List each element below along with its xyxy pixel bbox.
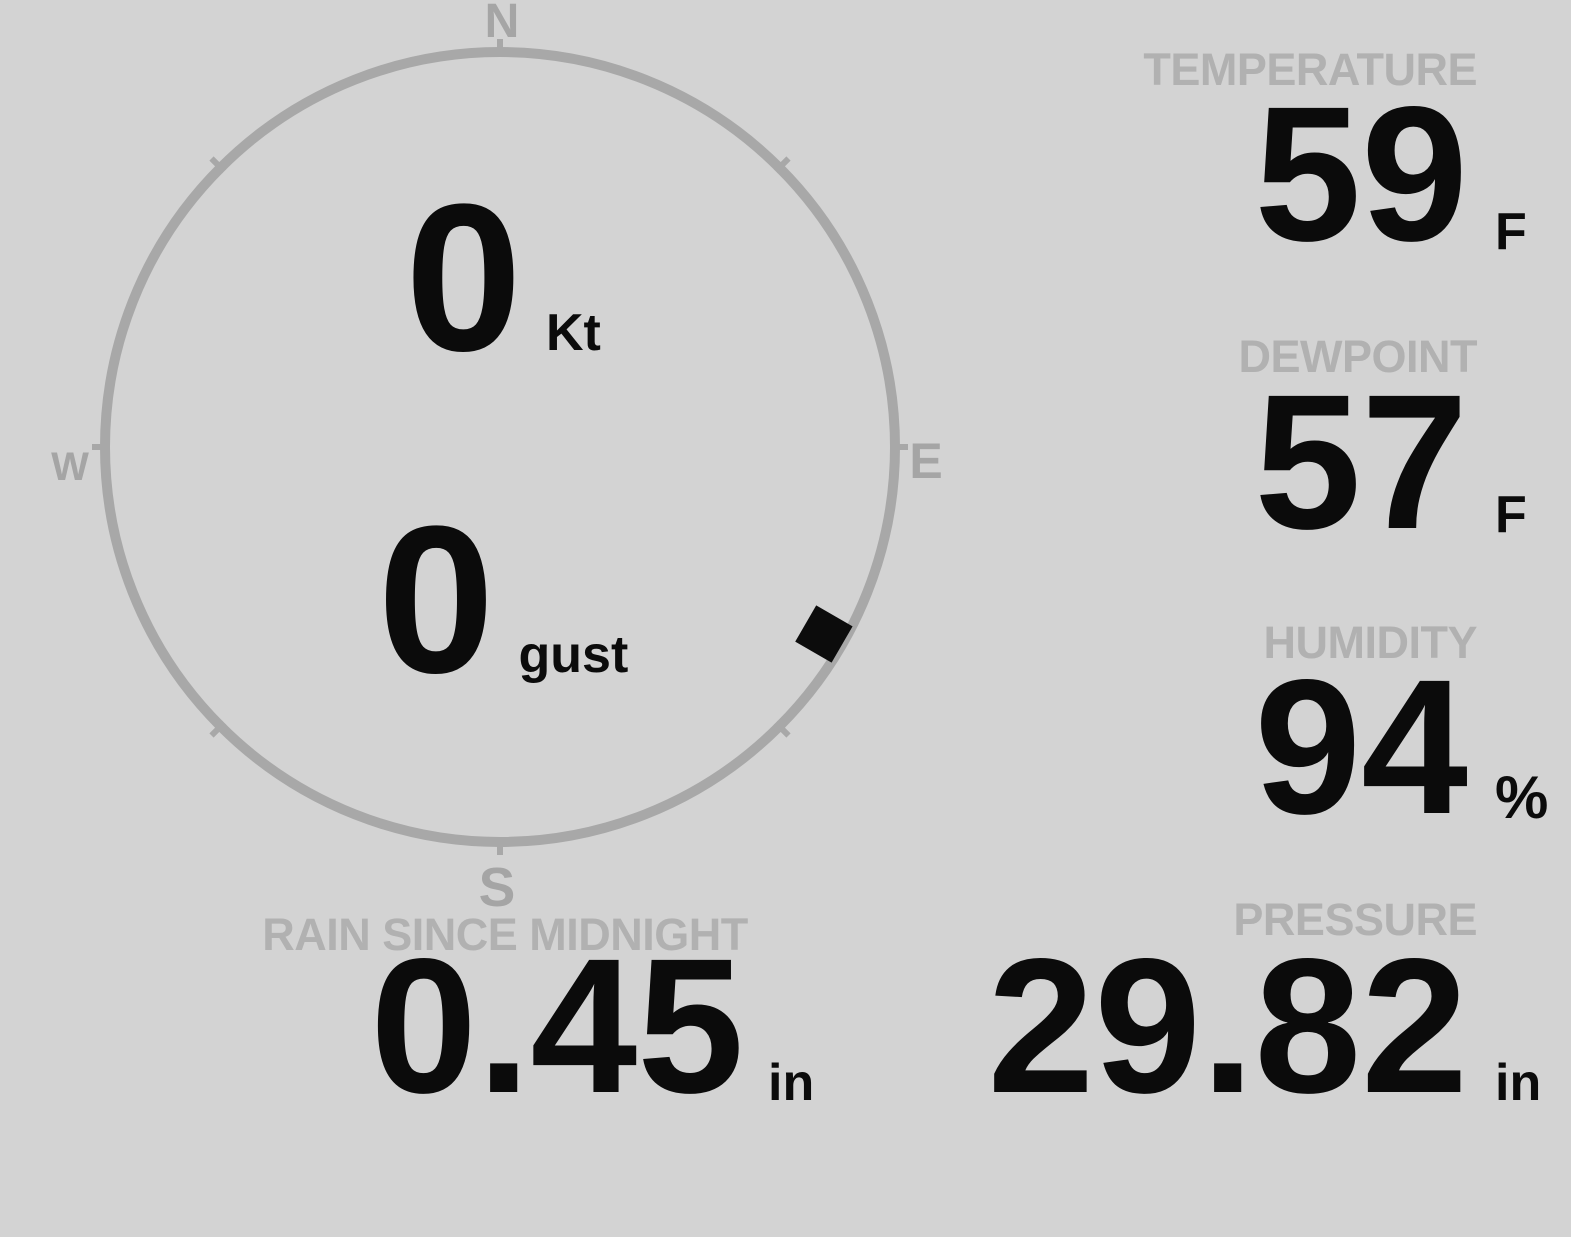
- rain-since-midnight-label: RAIN SINCE MIDNIGHT: [262, 909, 748, 960]
- temperature-value: 59: [1254, 66, 1468, 281]
- humidity-value: 94: [1254, 639, 1468, 854]
- wind-gust-readout: 0 gust: [253, 495, 753, 705]
- compass-label-west: W: [51, 445, 89, 489]
- wind-speed-unit: Kt: [545, 304, 601, 362]
- wind-gust-unit: gust: [518, 626, 629, 684]
- compass-label-east: E: [909, 433, 943, 489]
- dewpoint-label: DEWPOINT: [1238, 331, 1478, 382]
- dewpoint-value: 57: [1254, 354, 1468, 569]
- wind-gust-value: 0: [377, 482, 495, 717]
- compass-label-north: N: [484, 0, 520, 48]
- wind-speed-readout: 0 Kt: [253, 173, 753, 383]
- humidity-unit: %: [1495, 764, 1549, 831]
- pressure-label: PRESSURE: [1233, 894, 1477, 945]
- rain-since-midnight-unit: in: [768, 1054, 815, 1112]
- temperature-unit: F: [1495, 203, 1527, 261]
- humidity-label: HUMIDITY: [1263, 617, 1478, 668]
- dewpoint-unit: F: [1495, 486, 1527, 544]
- wind-direction-marker: [795, 605, 853, 663]
- pressure-unit: in: [1495, 1054, 1542, 1112]
- pressure-value: 29.82: [987, 918, 1468, 1133]
- temperature-label: TEMPERATURE: [1143, 44, 1477, 95]
- wind-speed-value: 0: [405, 160, 522, 395]
- compass-ticks: [92, 39, 908, 855]
- rain-since-midnight-value: 0.45: [370, 918, 744, 1133]
- compass-label-south: S: [478, 856, 516, 918]
